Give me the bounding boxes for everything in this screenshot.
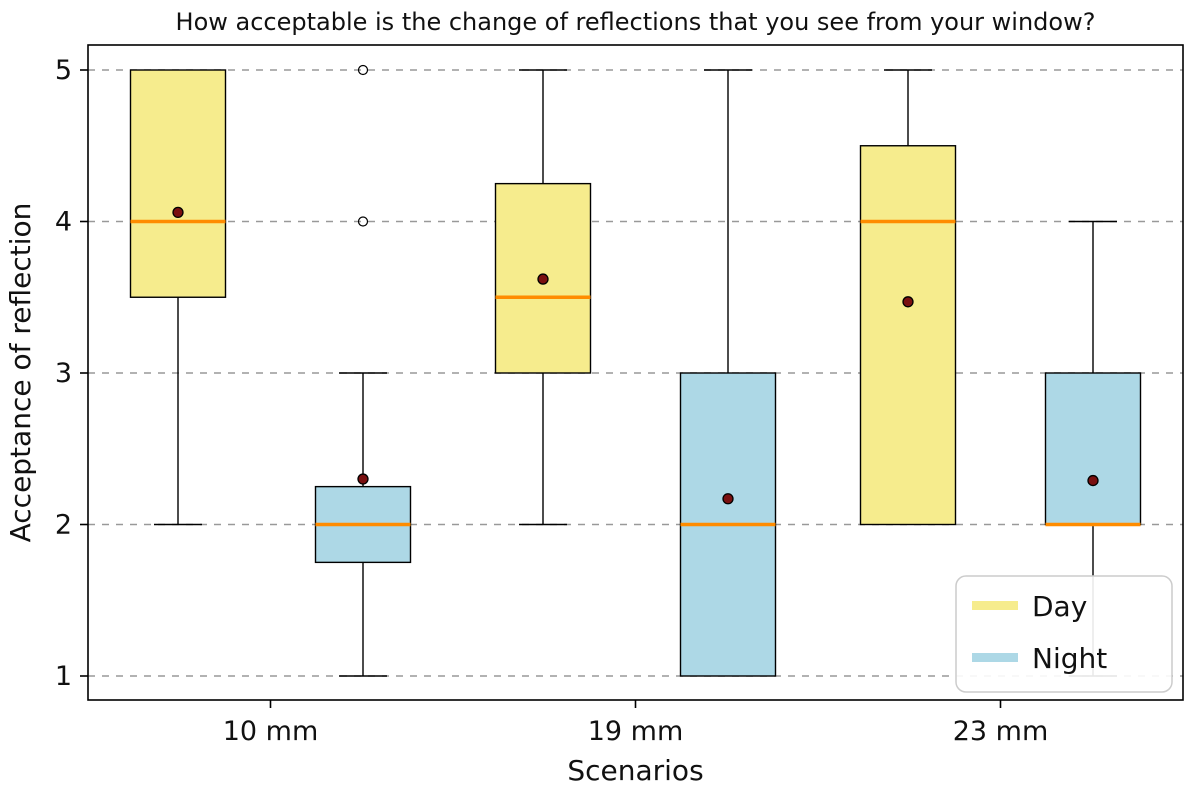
legend-swatch-day bbox=[972, 601, 1018, 610]
chart-title: How acceptable is the change of reflecti… bbox=[176, 8, 1096, 36]
xtick-label-19-mm: 19 mm bbox=[588, 716, 684, 747]
box-10-mm-day bbox=[129, 69, 227, 298]
xtick-label-23-mm: 23 mm bbox=[953, 716, 1049, 747]
mean-marker-19-mm-night bbox=[722, 493, 734, 505]
ytick-label-5: 5 bbox=[55, 55, 72, 86]
legend-label-night: Night bbox=[1032, 642, 1107, 675]
mean-marker-10-mm-day bbox=[172, 206, 184, 219]
mean-marker-23-mm-day bbox=[902, 296, 914, 308]
legend-swatch-night bbox=[972, 653, 1018, 662]
legend-label-day: Day bbox=[1032, 590, 1087, 623]
xtick-label-10-mm: 10 mm bbox=[223, 716, 319, 747]
ytick-label-2: 2 bbox=[55, 510, 72, 541]
y-axis-label: Acceptance of reflection bbox=[4, 203, 37, 543]
outlier-10-mm-night bbox=[357, 64, 369, 76]
mean-marker-10-mm-night bbox=[357, 473, 369, 485]
mean-marker-19-mm-day bbox=[537, 273, 549, 285]
x-axis-label: Scenarios bbox=[567, 754, 703, 787]
ytick-label-1: 1 bbox=[55, 661, 72, 692]
mean-marker-23-mm-night bbox=[1087, 474, 1099, 487]
box-23-mm-night bbox=[1044, 372, 1142, 526]
box-23-mm-day bbox=[859, 145, 957, 526]
ytick-label-4: 4 bbox=[55, 207, 72, 238]
outlier-10-mm-night bbox=[357, 216, 369, 227]
ytick-label-3: 3 bbox=[55, 358, 72, 389]
